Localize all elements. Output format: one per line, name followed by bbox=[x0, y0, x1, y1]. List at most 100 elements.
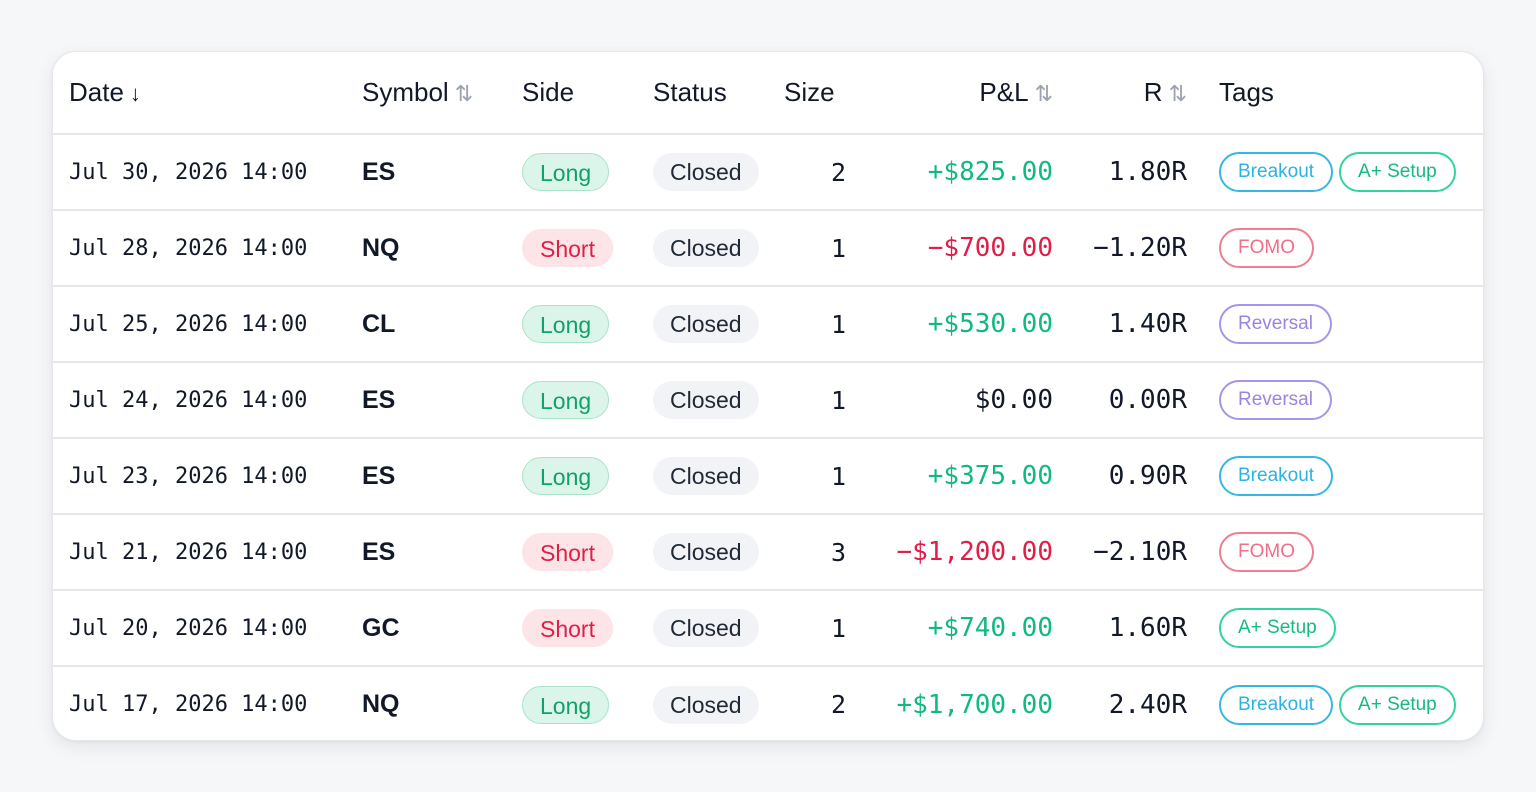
cell-status: Closed bbox=[653, 590, 784, 666]
header-side-label: Side bbox=[522, 77, 575, 107]
trades-table-card: Date ↓ Symbol ⇅ Side Status Size P&L ⇅ bbox=[52, 51, 1484, 741]
cell-tags: Reversal bbox=[1187, 362, 1483, 438]
cell-side: Short bbox=[522, 590, 653, 666]
sort-icon: ⇅ bbox=[1168, 81, 1187, 106]
cell-pnl: +$825.00 bbox=[927, 157, 1053, 187]
status-badge: Closed bbox=[653, 457, 759, 495]
cell-status: Closed bbox=[653, 210, 784, 286]
table-row[interactable]: Jul 28, 2026 14:00 NQ Short Closed 1 −$700.00… bbox=[53, 210, 1483, 286]
status-badge: Closed bbox=[653, 685, 759, 724]
cell-size: 1 bbox=[830, 309, 846, 339]
tag-fomo[interactable]: FOMO bbox=[1219, 532, 1314, 572]
table-row[interactable]: Jul 17, 2026 14:00 NQ Long Closed 2 +$1,700.0… bbox=[53, 666, 1483, 740]
cell-date: Jul 23, 2026 14:00 bbox=[69, 463, 308, 489]
side-badge: Long bbox=[522, 153, 610, 191]
tag-breakout[interactable]: Breakout bbox=[1219, 152, 1334, 192]
table-row[interactable]: Jul 30, 2026 14:00 ES Long Closed 2 +$825.00 1… bbox=[53, 134, 1483, 210]
cell-status: Closed bbox=[653, 286, 784, 362]
header-symbol-label: Symbol bbox=[362, 77, 449, 107]
cell-size: 2 bbox=[830, 157, 846, 187]
header-r[interactable]: R ⇅ bbox=[1053, 52, 1187, 134]
header-pnl[interactable]: P&L ⇅ bbox=[850, 52, 1053, 134]
cell-tags: Breakout A+ Setup bbox=[1187, 134, 1483, 210]
cell-status: Closed bbox=[653, 514, 784, 590]
cell-date: Jul 24, 2026 14:00 bbox=[69, 387, 308, 413]
header-tags-label: Tags bbox=[1219, 77, 1274, 107]
cell-symbol: NQ bbox=[362, 233, 400, 262]
tag-breakout[interactable]: Breakout bbox=[1219, 456, 1334, 496]
cell-symbol: ES bbox=[362, 537, 396, 566]
cell-size: 3 bbox=[830, 537, 846, 567]
tag-fomo[interactable]: FOMO bbox=[1219, 228, 1314, 268]
status-badge: Closed bbox=[653, 381, 759, 419]
header-symbol[interactable]: Symbol ⇅ bbox=[349, 52, 522, 134]
table-header: Date ↓ Symbol ⇅ Side Status Size P&L ⇅ bbox=[53, 52, 1483, 134]
cell-tags: FOMO bbox=[1187, 210, 1483, 286]
cell-date: Jul 25, 2026 14:00 bbox=[69, 311, 308, 337]
sort-icon: ⇅ bbox=[1034, 81, 1053, 106]
cell-date: Jul 30, 2026 14:00 bbox=[69, 159, 308, 185]
header-date-label: Date bbox=[69, 77, 124, 107]
table-row[interactable]: Jul 23, 2026 14:00 ES Long Closed 1 +$375.00 0… bbox=[53, 438, 1483, 514]
cell-r: 1.80R bbox=[1108, 157, 1187, 187]
table-row[interactable]: Jul 20, 2026 14:00 GC Short Closed 1 +$740.00… bbox=[53, 590, 1483, 666]
cell-date: Jul 21, 2026 14:00 bbox=[69, 539, 308, 565]
cell-pnl: $0.00 bbox=[974, 385, 1053, 415]
cell-pnl: +$740.00 bbox=[927, 613, 1053, 643]
cell-status: Closed bbox=[653, 362, 784, 438]
cell-size: 1 bbox=[830, 461, 846, 491]
header-status-label: Status bbox=[653, 77, 727, 107]
cell-status: Closed bbox=[653, 134, 784, 210]
tag-asetup[interactable]: A+ Setup bbox=[1339, 684, 1456, 725]
status-badge: Closed bbox=[653, 533, 759, 571]
cell-pnl: −$1,200.00 bbox=[896, 537, 1053, 567]
header-r-label: R bbox=[1143, 77, 1163, 107]
table-row[interactable]: Jul 21, 2026 14:00 ES Short Closed 3 −$1,200.… bbox=[53, 514, 1483, 590]
cell-pnl: +$530.00 bbox=[927, 309, 1053, 339]
cell-tags: Breakout bbox=[1187, 438, 1483, 514]
cell-pnl: +$375.00 bbox=[927, 461, 1053, 491]
cell-symbol: GC bbox=[362, 613, 400, 642]
cell-symbol: ES bbox=[362, 461, 396, 490]
cell-tags: Reversal bbox=[1187, 286, 1483, 362]
cell-tags: FOMO bbox=[1187, 514, 1483, 590]
cell-r: 0.90R bbox=[1108, 461, 1187, 491]
cell-r: 2.40R bbox=[1108, 689, 1187, 720]
side-badge: Long bbox=[522, 305, 610, 343]
table-body: Jul 30, 2026 14:00 ES Long Closed 2 +$825.00 1… bbox=[53, 134, 1483, 740]
cell-r: −1.20R bbox=[1093, 233, 1187, 263]
cell-size: 1 bbox=[830, 233, 846, 263]
table-row[interactable]: Jul 25, 2026 14:00 CL Long Closed 1 +$530.00 1… bbox=[53, 286, 1483, 362]
header-status: Status bbox=[653, 52, 784, 134]
header-size-label: Size bbox=[784, 77, 835, 107]
cell-tags: A+ Setup bbox=[1187, 590, 1483, 666]
tag-breakout[interactable]: Breakout bbox=[1219, 684, 1334, 725]
cell-status: Closed bbox=[653, 438, 784, 514]
cell-r: −2.10R bbox=[1093, 537, 1187, 567]
tag-reversal[interactable]: Reversal bbox=[1219, 304, 1332, 344]
sort-icon: ⇅ bbox=[454, 81, 474, 106]
side-badge: Long bbox=[522, 457, 610, 495]
cell-date: Jul 17, 2026 14:00 bbox=[69, 692, 308, 717]
trades-table: Date ↓ Symbol ⇅ Side Status Size P&L ⇅ bbox=[53, 52, 1483, 740]
side-badge: Short bbox=[522, 609, 613, 647]
status-badge: Closed bbox=[653, 229, 759, 267]
header-size: Size bbox=[784, 52, 850, 134]
side-badge: Short bbox=[522, 229, 613, 267]
cell-date: Jul 20, 2026 14:00 bbox=[69, 615, 308, 641]
cell-symbol: NQ bbox=[362, 690, 400, 718]
cell-size: 1 bbox=[830, 385, 846, 415]
cell-side: Short bbox=[522, 210, 653, 286]
tag-asetup[interactable]: A+ Setup bbox=[1219, 608, 1336, 648]
cell-side: Long bbox=[522, 134, 653, 210]
table-row[interactable]: Jul 24, 2026 14:00 ES Long Closed 1 $0.00 0.00… bbox=[53, 362, 1483, 438]
header-date[interactable]: Date ↓ bbox=[53, 52, 349, 134]
tag-asetup[interactable]: A+ Setup bbox=[1339, 152, 1456, 192]
header-pnl-label: P&L bbox=[979, 77, 1029, 107]
cell-side: Long bbox=[522, 666, 653, 740]
tag-reversal[interactable]: Reversal bbox=[1219, 380, 1332, 420]
cell-side: Long bbox=[522, 286, 653, 362]
cell-date: Jul 28, 2026 14:00 bbox=[69, 235, 308, 261]
cell-side: Long bbox=[522, 438, 653, 514]
side-badge: Long bbox=[522, 381, 610, 419]
